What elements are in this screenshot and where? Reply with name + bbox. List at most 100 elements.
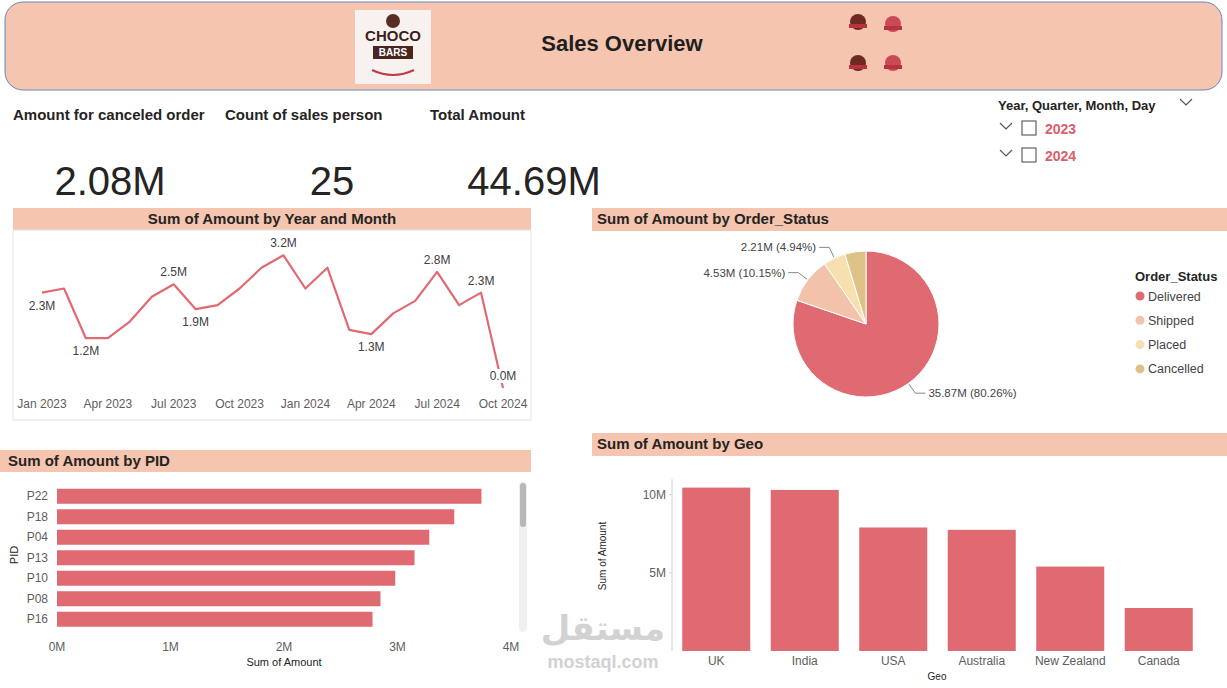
bar <box>1125 608 1193 651</box>
kpi-value: 25 <box>310 159 355 203</box>
label-patch <box>72 344 101 358</box>
legend-label: Delivered <box>1148 290 1201 304</box>
legend-label: Placed <box>1148 338 1186 352</box>
x-tick-label: Jul 2023 <box>151 397 197 411</box>
watermark: mostaql.com <box>547 652 658 672</box>
axis-title: Sum of Amount <box>597 522 608 591</box>
pie-slice <box>793 251 939 397</box>
label-patch <box>159 265 188 279</box>
data-label: 35.87M (80.26%) <box>928 387 1016 399</box>
bar <box>57 550 415 565</box>
bar <box>682 488 750 651</box>
data-label: 2.3M <box>29 299 56 313</box>
title-bar <box>592 208 1227 231</box>
x-tick-label: UK <box>708 654 725 668</box>
data-label: 2.3M <box>468 274 495 288</box>
chart-title: Sum of Amount by Order_Status <box>597 210 829 227</box>
legend-swatch <box>1136 316 1145 325</box>
scrollbar-track[interactable] <box>519 482 527 632</box>
leader-line <box>909 384 925 393</box>
legend-swatch <box>1136 292 1145 301</box>
logo-bg <box>355 10 431 84</box>
x-tick-label: 1M <box>162 640 179 654</box>
leader-line <box>819 247 834 257</box>
slicer-checkbox[interactable] <box>1022 121 1036 135</box>
y-tick-label: P08 <box>27 592 49 606</box>
label-patch <box>489 369 518 383</box>
chart-title: Sum of Amount by PID <box>8 452 170 469</box>
y-axis-line <box>672 479 673 651</box>
header-bg <box>5 2 1222 90</box>
slicer-item: 2023 <box>1045 121 1076 137</box>
legend-label: Shipped <box>1148 314 1194 328</box>
x-tick-label: New Zealand <box>1035 654 1106 668</box>
y-tick-label: P16 <box>27 612 49 626</box>
bar <box>57 509 454 524</box>
pie <box>793 251 939 397</box>
plot-area <box>682 488 1193 651</box>
kpi-value: 2.08M <box>54 159 165 203</box>
axis-title: Sum of Amount <box>246 656 321 668</box>
data-label: 1.9M <box>182 315 209 329</box>
slicer-checkbox[interactable] <box>1022 148 1036 162</box>
legend-swatch <box>1136 364 1145 373</box>
y-tick-label: P04 <box>27 530 49 544</box>
logo-text: BARS <box>379 47 408 58</box>
header-icon <box>849 65 867 69</box>
header-icon <box>884 65 902 69</box>
bar <box>57 612 373 627</box>
x-tick-label: 4M <box>503 640 520 654</box>
bar <box>57 489 481 504</box>
data-label: 4.53M (10.15%) <box>703 267 785 279</box>
page: مستقل mostaql.com CHOCO BARS Sales Overview A… <box>0 0 1227 688</box>
chart-title: Sum of Amount by Year and Month <box>148 210 396 227</box>
header-icon <box>850 14 866 30</box>
header-icon <box>850 55 866 71</box>
y-tick-label: P13 <box>27 551 49 565</box>
bar <box>57 530 429 545</box>
pie-slice <box>845 251 866 324</box>
bar <box>57 591 380 606</box>
plot-frame <box>13 230 531 420</box>
bar <box>859 527 927 651</box>
x-tick-label: Apr 2023 <box>84 397 133 411</box>
scrollbar-thumb[interactable] <box>520 483 526 527</box>
kpi-label: Amount for canceled order <box>13 106 205 123</box>
expand-chevron[interactable] <box>1000 123 1012 129</box>
y-tick-label: P22 <box>27 489 49 503</box>
x-tick-label: 2M <box>276 640 293 654</box>
header-icon <box>884 26 902 30</box>
x-tick-label: Jan 2024 <box>281 397 331 411</box>
expand-chevron[interactable] <box>1000 150 1012 156</box>
x-tick-label: USA <box>881 654 906 668</box>
legend-title: Order_Status <box>1135 269 1217 284</box>
label-patch <box>467 274 496 288</box>
x-tick-label: 0M <box>49 640 66 654</box>
label-patch <box>357 340 386 354</box>
pie-labels: 35.87M (80.26%) 4.53M (10.15%) 2.21M (4.94… <box>703 241 1016 399</box>
data-label: 2.21M (4.94%) <box>741 241 817 253</box>
bar <box>57 571 395 586</box>
y-tick <box>669 494 672 495</box>
page-title: Sales Overview <box>541 31 703 56</box>
logo-swash <box>372 70 414 75</box>
label-patch <box>181 315 210 329</box>
bar <box>1036 567 1104 651</box>
watermark: مستقل <box>541 608 665 648</box>
logo-band <box>373 46 413 59</box>
plot-area <box>57 489 481 627</box>
x-tick-label: Jul 2024 <box>414 397 460 411</box>
data-label: 1.2M <box>73 344 100 358</box>
label-patch <box>28 299 57 313</box>
slicer-title: Year, Quarter, Month, Day <box>998 98 1156 113</box>
y-tick-label: 5M <box>649 566 666 580</box>
y-tick-label: P10 <box>27 571 49 585</box>
x-tick-label: Australia <box>958 654 1005 668</box>
header-icon <box>885 16 901 32</box>
bar <box>771 490 839 651</box>
x-tick-label: India <box>792 654 818 668</box>
slicer-item: 2024 <box>1045 148 1076 164</box>
header-icon <box>885 55 901 71</box>
x-tick-label: Apr 2024 <box>347 397 396 411</box>
logo-text: CHOCO <box>365 27 421 44</box>
